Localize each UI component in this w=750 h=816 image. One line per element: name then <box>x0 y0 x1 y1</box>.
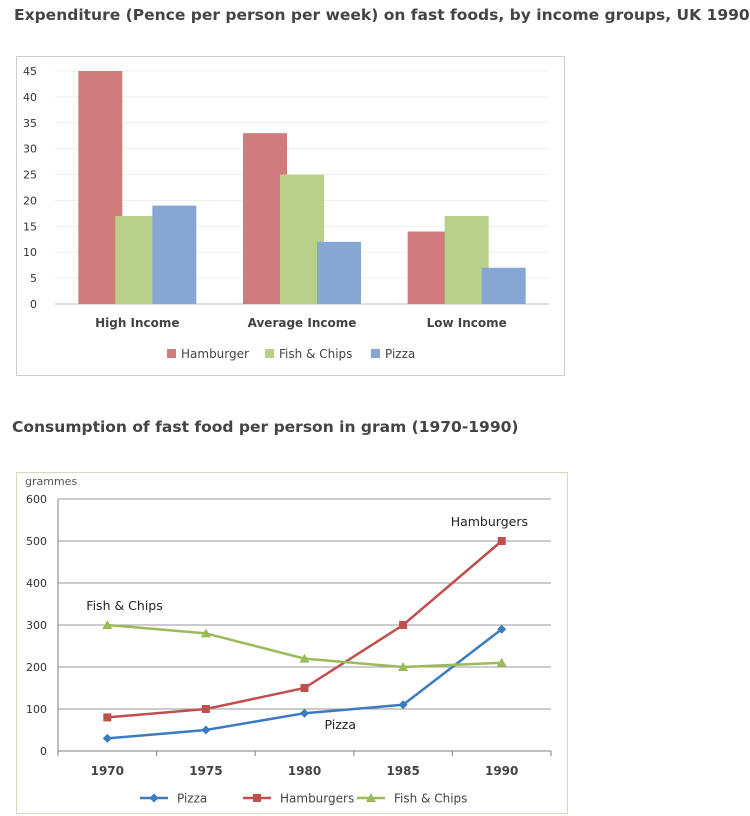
bar-chart-title: Expenditure (Pence per person per week) … <box>14 6 750 24</box>
line-y-tick-label: 600 <box>26 493 47 506</box>
bar-hamburger-high-income <box>78 71 123 304</box>
line-point-fish-and-chips-1975 <box>200 628 211 638</box>
bar-fish-and-chips-high-income <box>115 215 160 304</box>
bar-hamburger-low-income <box>407 231 452 304</box>
bar-pizza-average-income <box>317 241 361 304</box>
line-point-hamburgers-1980 <box>300 684 309 692</box>
bar-y-tick-label: 0 <box>30 298 37 311</box>
bar-category-label: High Income <box>95 316 179 330</box>
bar-legend-label-pizza: Pizza <box>385 347 415 361</box>
line-chart-title: Consumption of fast food per person in g… <box>12 418 519 436</box>
line-y-tick-label: 200 <box>26 661 47 674</box>
line-series-pizza <box>107 628 503 740</box>
line-legend-marker-pizza <box>149 793 159 803</box>
line-y-tick-label: 300 <box>26 619 47 632</box>
line-annotation-hamburgers: Hamburgers <box>451 514 528 529</box>
bar-y-tick-label: 35 <box>23 117 37 130</box>
line-legend-label-hamburgers: Hamburgers <box>280 792 354 806</box>
line-annotation-pizza: Pizza <box>325 717 357 732</box>
bar-fish-and-chips-low-income <box>444 215 489 304</box>
bar-y-tick-label: 10 <box>23 246 37 259</box>
bar-chart-frame: 0 5 10 15 20 25 30 35 40 45 High Income Average Inc… <box>16 56 565 376</box>
line-x-tick-label: 1980 <box>288 764 321 778</box>
line-annotation-fish-and-chips: Fish & Chips <box>86 598 162 613</box>
bar-y-tick-label: 20 <box>23 194 37 207</box>
line-point-fish-and-chips-1990 <box>496 657 507 667</box>
bar-legend-swatch-fish-and-chips <box>265 349 274 358</box>
bar-pizza-low-income <box>481 267 526 304</box>
line-x-tick-label: 1985 <box>386 764 419 778</box>
line-point-pizza-1970 <box>102 733 112 743</box>
bar-y-tick-label: 5 <box>30 272 37 285</box>
bar-chart-svg: 0 5 10 15 20 25 30 35 40 45 High Income Average Inc… <box>23 65 549 361</box>
bar-y-tick-label: 40 <box>23 91 37 104</box>
line-y-tick-label: 500 <box>26 535 47 548</box>
line-point-hamburgers-1985 <box>399 621 408 629</box>
bar-y-tick-label: 45 <box>23 65 37 78</box>
bar-category-label: Average Income <box>248 316 357 330</box>
line-legend-label-pizza: Pizza <box>177 792 207 806</box>
bar-y-tick-label: 15 <box>23 220 37 233</box>
bar-hamburger-average-income <box>243 133 287 304</box>
bar-legend-label-fish-and-chips: Fish & Chips <box>279 347 352 361</box>
line-point-fish-and-chips-1980 <box>299 653 310 663</box>
bar-pizza-high-income <box>152 205 197 304</box>
line-chart-svg: grammes 0 100 200 300 400 500 600 1970 1975 1980 19… <box>25 475 552 806</box>
line-y-tick-label: 400 <box>26 577 47 590</box>
line-legend-marker-fish-and-chips <box>366 793 376 802</box>
line-y-tick-label: 0 <box>40 745 47 758</box>
bar-y-tick-label: 30 <box>23 143 37 156</box>
bar-legend-swatch-pizza <box>371 349 380 358</box>
bar-legend-swatch-hamburger <box>167 349 176 358</box>
bar-category-label: Low Income <box>427 316 507 330</box>
line-point-fish-and-chips-1985 <box>398 662 409 671</box>
bar-fish-and-chips-average-income <box>280 174 324 304</box>
line-x-tick-label: 1970 <box>91 764 124 778</box>
line-point-pizza-1985 <box>398 700 408 710</box>
bar-y-tick-label: 25 <box>23 169 37 182</box>
line-legend-marker-hamburgers <box>253 794 261 802</box>
line-point-hamburgers-1990 <box>497 537 506 545</box>
line-point-hamburgers-1975 <box>201 705 210 713</box>
line-point-pizza-1990 <box>497 624 507 634</box>
line-point-pizza-1980 <box>300 708 309 718</box>
line-x-tick-label: 1975 <box>189 764 222 778</box>
bar-legend-label-hamburger: Hamburger <box>181 347 249 361</box>
line-y-tick-label: 100 <box>26 703 47 716</box>
line-point-hamburgers-1970 <box>103 713 112 722</box>
line-point-fish-and-chips-1970 <box>102 620 113 629</box>
line-y-axis-unit-label: grammes <box>25 475 77 488</box>
line-legend-label-fish-and-chips: Fish & Chips <box>394 792 467 806</box>
line-point-pizza-1975 <box>201 725 211 735</box>
line-chart-frame: grammes 0 100 200 300 400 500 600 1970 1975 1980 19… <box>16 472 568 814</box>
line-x-tick-label: 1990 <box>485 764 518 778</box>
